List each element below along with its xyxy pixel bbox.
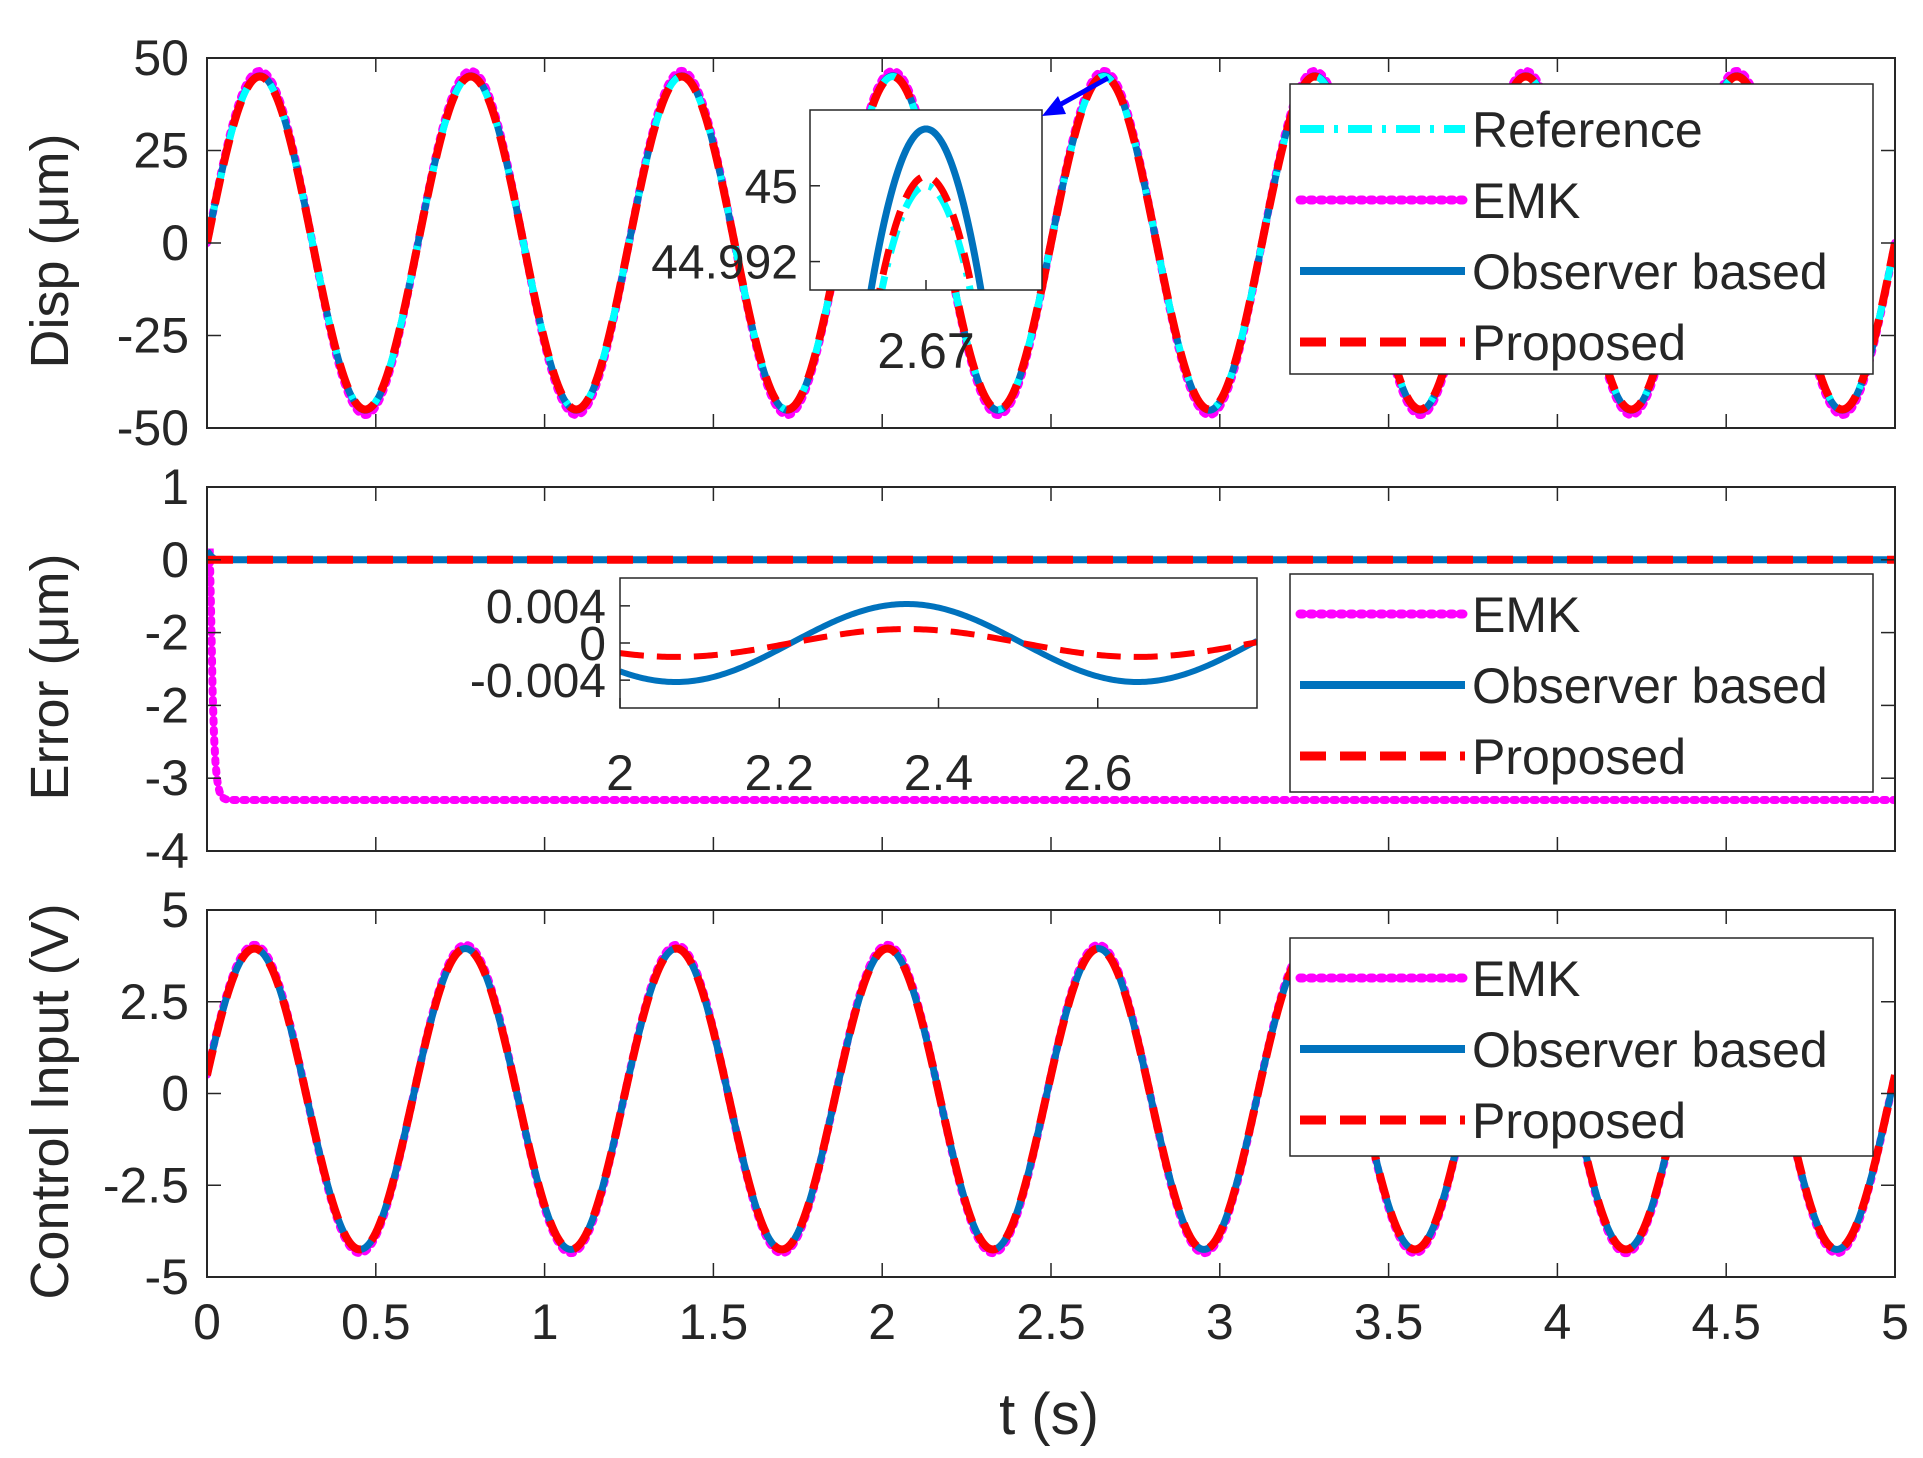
- inset-y-tick-label: 45: [745, 161, 798, 214]
- legend-label-proposed: Proposed: [1472, 315, 1686, 371]
- y-axis-label: Control Input (V): [20, 903, 80, 1299]
- y-axis-label: Error (μm): [20, 553, 80, 800]
- inset-x-tick-label: 2.67: [877, 323, 974, 379]
- y-tick-label: 25: [133, 123, 189, 179]
- legend-label-proposed: Proposed: [1472, 729, 1686, 785]
- legend-label-proposed: Proposed: [1472, 1093, 1686, 1149]
- legend-label-emk: EMK: [1472, 951, 1580, 1007]
- inset-line-proposed: [620, 626, 1257, 660]
- y-tick-label: -50: [117, 400, 189, 456]
- y-tick-label: -2.5: [103, 1157, 189, 1213]
- y-tick-label: 2.5: [119, 974, 189, 1030]
- inset-line-observer-based: [620, 600, 1257, 686]
- x-tick-label: 5: [1881, 1294, 1909, 1350]
- inset-area: [620, 578, 1257, 708]
- x-tick-label: 2.5: [1016, 1294, 1086, 1350]
- error-series: [207, 548, 1895, 805]
- legend-error: EMK Observer based Proposed: [1289, 573, 1874, 793]
- inset-area: [810, 110, 1042, 290]
- legend-label-emk: EMK: [1472, 173, 1580, 229]
- axes-frame: [206, 486, 1896, 852]
- inset-lines: [620, 600, 1257, 686]
- x-tick-label: 4.5: [1691, 1294, 1761, 1350]
- legend-label-observer-based: Observer based: [1472, 658, 1828, 714]
- y-tick-label: -25: [117, 308, 189, 364]
- inset-disp: 45 44.992 2.67: [651, 75, 1110, 379]
- inset-y-tick-label: -0.004: [470, 655, 606, 708]
- y-tick-label: -5: [145, 1249, 189, 1305]
- inset-lines: [867, 125, 985, 290]
- inset-x-tick-label: 2.6: [1063, 745, 1133, 801]
- y-tick-label: -4: [145, 823, 189, 879]
- inset-x-tick-label: 2: [606, 745, 634, 801]
- y-tick-label: -2: [145, 677, 189, 733]
- x-tick-label: 0: [193, 1294, 221, 1350]
- y-tick-label: -3: [145, 750, 189, 806]
- inset-x-tick-label: 2.2: [744, 745, 814, 801]
- axes-frame: [206, 57, 1896, 429]
- x-tick-label: 4: [1543, 1294, 1571, 1350]
- inset-x-tick-label: 2.4: [904, 745, 974, 801]
- y-tick-label: 1: [161, 459, 189, 515]
- zoom-arrow-head: [1042, 96, 1066, 116]
- y-tick-label: 0: [161, 532, 189, 588]
- x-tick-label: 0.5: [341, 1294, 411, 1350]
- inset-y-tick-label: 0: [579, 618, 606, 671]
- y-tick-label: 0: [161, 1066, 189, 1122]
- legend-disp: Reference EMK Observer based Proposed: [1289, 83, 1874, 375]
- y-tick-label: -2: [145, 605, 189, 661]
- legend-label-emk: EMK: [1472, 587, 1580, 643]
- zoom-arrow: [1052, 75, 1110, 111]
- inset-line-observer-based: [867, 125, 985, 290]
- legend-box: [1289, 83, 1874, 375]
- disp-series: [207, 66, 1895, 420]
- inset-y-tick-label: 44.992: [651, 237, 798, 290]
- series-line-proposed: [207, 72, 1895, 414]
- axes-frame: [206, 909, 1896, 1278]
- y-tick-label: 5: [161, 882, 189, 938]
- x-tick-label: 2: [868, 1294, 896, 1350]
- series-line-emk: [207, 548, 1895, 805]
- x-tick-label: 1.5: [679, 1294, 749, 1350]
- legend-control: EMK Observer based Proposed: [1289, 937, 1874, 1157]
- y-tick-label: 50: [133, 30, 189, 86]
- legend-label-observer-based: Observer based: [1472, 1022, 1828, 1078]
- x-tick-label: 3.5: [1354, 1294, 1424, 1350]
- y-axis-label: Disp (μm): [20, 133, 80, 368]
- legend-label-reference: Reference: [1472, 102, 1703, 158]
- x-tick-label: 3: [1206, 1294, 1234, 1350]
- inset-y-tick-label: 0.004: [486, 581, 606, 634]
- series-line-proposed: [207, 944, 1895, 1254]
- x-axis-label: t (s): [999, 1382, 1099, 1447]
- x-tick-label: 1: [531, 1294, 559, 1350]
- y-tick-label: 0: [161, 215, 189, 271]
- control-series: [207, 940, 1895, 1258]
- legend-label-observer-based: Observer based: [1472, 244, 1828, 300]
